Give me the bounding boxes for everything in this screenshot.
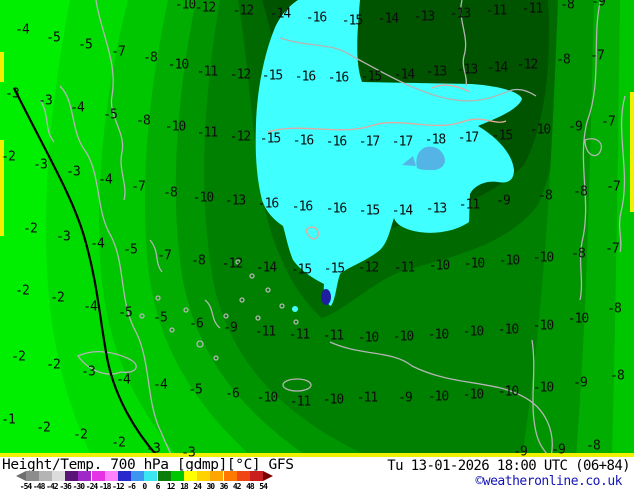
legend-tick-label: 24	[193, 482, 202, 490]
legend-tick-label: -18	[98, 482, 111, 490]
legend-swatch	[104, 471, 118, 481]
legend-swatch	[65, 471, 79, 481]
legend-tick-label: -42	[46, 482, 58, 490]
legend-tick-label: -6	[127, 482, 136, 490]
legend-tick-label: 12	[166, 482, 176, 490]
map-canvas	[0, 0, 634, 457]
cold-sky-patch-large	[416, 146, 445, 171]
legend-swatch	[91, 471, 105, 481]
legend-tick-label: -12	[112, 482, 124, 490]
legend-tick-label: 54	[259, 482, 268, 490]
legend-swatch	[144, 471, 158, 481]
legend-swatch	[223, 471, 237, 481]
legend-tick-label: 6	[155, 482, 161, 490]
domain-edge-arc	[13, 87, 159, 457]
legend-swatch	[210, 471, 224, 481]
map-area: -10 -12 -12 -14 -16 -15 -14 -13 -13 -11 -11 -8 -9 -4-…	[0, 0, 634, 460]
legend-swatch	[197, 471, 211, 481]
legend-tick-label: 18	[180, 482, 189, 490]
legend-swatch	[131, 471, 145, 481]
legend-tick-label: -24	[85, 482, 98, 490]
legend-tick-label: -48	[32, 482, 45, 490]
map-title: Height/Temp. 700 hPa [gdmp][°C] GFS	[2, 457, 294, 473]
legend-swatch	[78, 471, 92, 481]
legend-tick-label: -30	[72, 482, 85, 490]
legend-tick-label: 36	[219, 482, 229, 490]
cold-navy-spot	[321, 289, 331, 305]
copyright-link[interactable]: ©weatheronline.co.uk	[475, 474, 622, 489]
cold-cyan-dot	[292, 306, 298, 312]
cold-air-cyan-region	[255, 0, 522, 306]
legend-swatch	[170, 471, 184, 481]
legend-tick-label: 30	[206, 482, 215, 490]
legend-swatch	[117, 471, 132, 481]
legend-left-arrow	[15, 471, 26, 481]
legend-tick-label: 0	[142, 482, 147, 490]
warm-edge-strips	[0, 52, 634, 457]
country-borders	[39, 0, 626, 457]
legend-swatch	[51, 471, 66, 481]
legend-swatch	[25, 471, 39, 481]
legend-right-arrow	[263, 471, 274, 481]
legend-swatch	[183, 471, 198, 481]
cold-sky-patch-small	[402, 156, 416, 166]
legend-swatch	[38, 471, 52, 481]
country-borders-over-cyan	[267, 84, 507, 240]
legend-tick-label: -36	[59, 482, 71, 490]
color-scale-legend: -54 -48 -42 -36 -30 -24 -18 -12 -6 0 6 12 18 24 30 36 42…	[0, 471, 300, 490]
legend-tick-label: 48	[246, 482, 255, 490]
legend-swatch	[157, 471, 171, 481]
caption-bar: Height/Temp. 700 hPa [gdmp][°C] GFS Tu 1…	[0, 457, 634, 490]
map-datetime: Tu 13-01-2026 18:00 UTC (06+84)	[387, 458, 630, 474]
legend-tick-label: 42	[232, 482, 242, 490]
legend-swatch	[236, 471, 250, 481]
temp-band-right-3	[612, 0, 634, 457]
legend-tick-label: -54	[19, 482, 32, 490]
legend-swatch	[249, 471, 264, 481]
